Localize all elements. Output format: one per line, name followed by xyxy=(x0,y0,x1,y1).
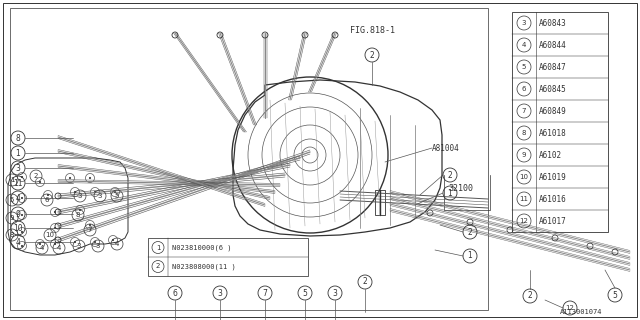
Circle shape xyxy=(94,241,96,243)
Text: 8: 8 xyxy=(10,232,14,238)
Text: 7: 7 xyxy=(522,108,526,114)
Text: 2: 2 xyxy=(156,263,160,269)
Text: 9: 9 xyxy=(15,210,20,219)
Text: 4: 4 xyxy=(57,245,61,251)
Text: A60849: A60849 xyxy=(539,107,567,116)
Text: 1: 1 xyxy=(468,252,472,260)
Bar xyxy=(375,190,385,215)
Circle shape xyxy=(54,243,56,245)
Text: A60843: A60843 xyxy=(539,19,567,28)
Text: A81004: A81004 xyxy=(432,143,460,153)
Text: 32100: 32100 xyxy=(448,183,473,193)
Circle shape xyxy=(47,194,49,196)
Text: 1: 1 xyxy=(447,188,452,197)
Text: 8: 8 xyxy=(522,130,526,136)
Text: 3: 3 xyxy=(333,289,337,298)
Text: 3: 3 xyxy=(77,193,83,199)
Circle shape xyxy=(54,227,56,229)
Text: 12: 12 xyxy=(566,305,575,311)
Circle shape xyxy=(39,181,41,183)
Text: 9: 9 xyxy=(10,215,14,221)
Text: 2: 2 xyxy=(468,228,472,236)
Circle shape xyxy=(79,209,81,211)
Text: 5: 5 xyxy=(115,193,119,199)
Text: A61017: A61017 xyxy=(539,217,567,226)
Text: A61016: A61016 xyxy=(539,195,567,204)
Text: 10: 10 xyxy=(520,174,529,180)
Text: A60847: A60847 xyxy=(539,62,567,71)
Text: 7: 7 xyxy=(88,227,92,233)
Circle shape xyxy=(74,241,76,243)
Text: 2: 2 xyxy=(447,171,452,180)
Text: 5: 5 xyxy=(303,289,307,298)
Circle shape xyxy=(74,191,76,193)
Text: 2: 2 xyxy=(34,173,38,179)
Text: 1: 1 xyxy=(15,148,20,157)
Text: 11: 11 xyxy=(13,179,23,188)
Circle shape xyxy=(39,243,41,245)
Text: 11: 11 xyxy=(520,196,529,202)
Circle shape xyxy=(21,197,23,199)
Text: 5: 5 xyxy=(10,197,14,203)
Text: 8: 8 xyxy=(15,133,20,142)
Text: FIG.818-1: FIG.818-1 xyxy=(350,26,395,35)
Text: 4: 4 xyxy=(15,237,20,246)
Text: A6102: A6102 xyxy=(539,150,562,159)
Text: A61019: A61019 xyxy=(539,172,567,181)
Text: 8: 8 xyxy=(76,212,80,218)
Text: 5: 5 xyxy=(522,64,526,70)
Text: 7: 7 xyxy=(262,289,268,298)
Text: A60845: A60845 xyxy=(539,84,567,93)
Text: 9: 9 xyxy=(522,152,526,158)
Circle shape xyxy=(69,177,71,179)
Text: 3: 3 xyxy=(15,164,20,172)
Text: 12: 12 xyxy=(520,218,529,224)
Text: A60844: A60844 xyxy=(539,41,567,50)
Circle shape xyxy=(21,231,23,233)
Text: 4: 4 xyxy=(115,241,119,247)
Text: 2: 2 xyxy=(363,277,367,286)
Circle shape xyxy=(94,191,96,193)
Text: 4: 4 xyxy=(40,245,44,251)
Text: 3: 3 xyxy=(77,243,81,249)
Text: 2: 2 xyxy=(527,292,532,300)
Text: A113001074: A113001074 xyxy=(560,309,602,315)
Circle shape xyxy=(21,214,23,216)
Text: N023810000(6 ): N023810000(6 ) xyxy=(172,244,232,251)
Circle shape xyxy=(21,245,23,247)
Text: 10: 10 xyxy=(45,232,54,238)
Text: 3: 3 xyxy=(522,20,526,26)
Text: 1: 1 xyxy=(10,177,14,183)
Text: 3: 3 xyxy=(218,289,223,298)
Text: 6: 6 xyxy=(45,197,49,203)
Circle shape xyxy=(21,176,23,178)
Text: 3: 3 xyxy=(98,193,102,199)
Circle shape xyxy=(89,177,91,179)
Circle shape xyxy=(54,211,56,213)
Text: A61018: A61018 xyxy=(539,129,567,138)
Text: 5: 5 xyxy=(612,291,618,300)
Circle shape xyxy=(89,224,91,226)
Circle shape xyxy=(114,191,116,193)
Text: 1: 1 xyxy=(156,244,160,251)
Text: 10: 10 xyxy=(13,223,23,233)
Text: N023808000(11 ): N023808000(11 ) xyxy=(172,263,236,270)
Bar xyxy=(512,12,608,232)
Circle shape xyxy=(112,239,114,241)
Text: 4: 4 xyxy=(522,42,526,48)
Text: 2: 2 xyxy=(370,51,374,60)
Text: 4: 4 xyxy=(15,194,20,203)
Bar xyxy=(148,238,308,276)
Text: 6: 6 xyxy=(522,86,526,92)
Text: 6: 6 xyxy=(173,289,177,298)
Bar xyxy=(10,8,488,310)
Text: 3: 3 xyxy=(96,243,100,249)
